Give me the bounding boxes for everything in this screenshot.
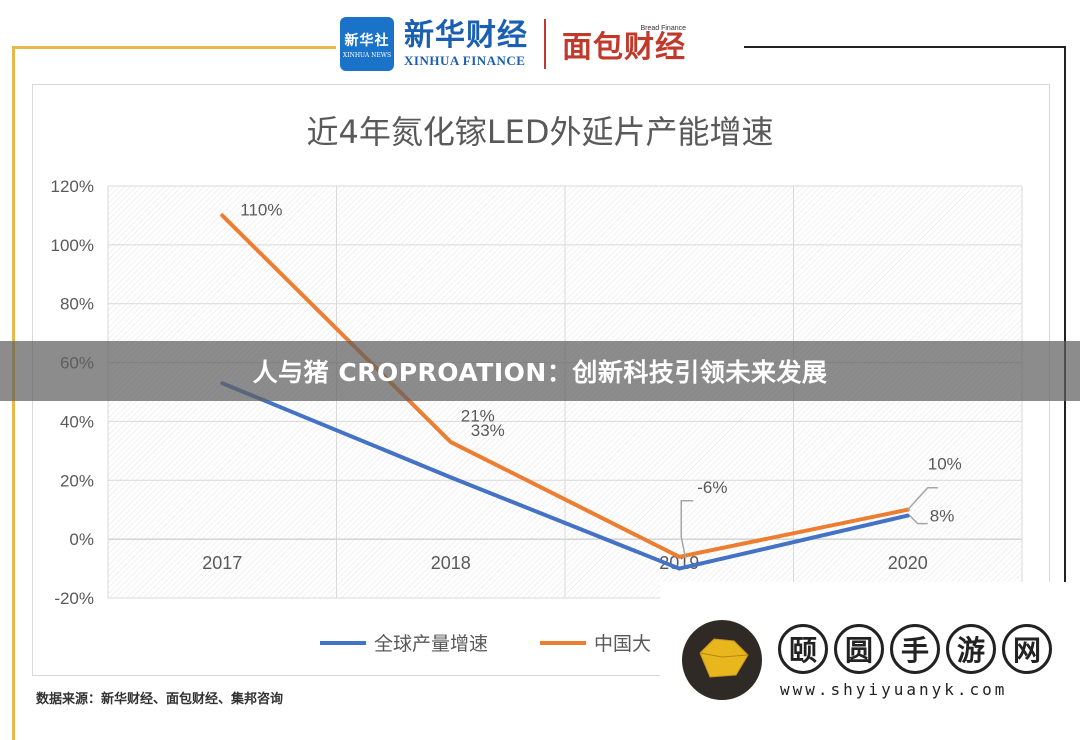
watermark-url: www.shyiyuanyk.com xyxy=(780,680,1008,699)
xinhua-finance-en: XINHUA FINANCE xyxy=(404,53,526,68)
frame-top-right-line xyxy=(744,46,1066,48)
watermark-char: 网 xyxy=(1002,624,1052,674)
banner-text: 人与猪 CROPROATION：创新科技引领未来发展 xyxy=(252,358,828,387)
y-tick-label: 120% xyxy=(51,177,94,196)
watermark-char: 圆 xyxy=(834,624,884,674)
y-tick-label: 0% xyxy=(69,530,94,549)
data-label: 33% xyxy=(471,421,505,440)
callout-leader-line xyxy=(680,500,694,557)
legend-label: 中国大 xyxy=(594,633,651,655)
x-tick-label: 2020 xyxy=(888,553,928,573)
data-label: 21% xyxy=(461,406,495,425)
site-watermark: 颐 圆 手 游 网 www.shyiyuanyk.com xyxy=(660,582,1080,740)
series-line xyxy=(220,381,910,571)
x-tick-label: 2017 xyxy=(202,553,242,573)
watermark-char: 手 xyxy=(890,624,940,674)
legend-label: 全球产量增速 xyxy=(374,633,488,655)
bread-finance-logo: Bread Finance 面包财经 xyxy=(562,25,686,64)
data-label: -6% xyxy=(697,478,727,497)
xinhua-news-logo: 新华社 XINHUA NEWS xyxy=(340,17,394,71)
xinhua-badge-title: 新华社 xyxy=(344,32,390,49)
y-tick-label: 100% xyxy=(51,236,94,255)
title-banner: 人与猪 CROPROATION：创新科技引领未来发展 xyxy=(0,341,1080,401)
xinhua-finance-logo: 新华财经 XINHUA FINANCE xyxy=(404,19,528,69)
chart-title: 近4年氮化镓LED外延片产能增速 xyxy=(306,113,774,151)
data-label: 8% xyxy=(930,507,955,526)
xinhua-badge-subtitle: XINHUA NEWS xyxy=(342,51,392,59)
data-label: 10% xyxy=(928,455,962,474)
x-tick-label: 2018 xyxy=(431,553,471,573)
series-line xyxy=(220,213,910,559)
logo-separator xyxy=(544,19,546,69)
frame-right-line xyxy=(1064,46,1066,586)
y-tick-label: 80% xyxy=(60,295,94,314)
xinhua-finance-cn: 新华财经 xyxy=(404,18,528,53)
bread-finance-cn: 面包财经 xyxy=(562,29,686,65)
callout-leader-line xyxy=(907,486,938,511)
y-tick-label: 20% xyxy=(60,471,94,490)
data-label: 110% xyxy=(240,200,282,219)
data-source-note: 数据来源：新华财经、面包财经、集邦咨询 xyxy=(36,692,284,707)
watermark-char: 颐 xyxy=(778,624,828,674)
bread-finance-en: Bread Finance xyxy=(640,24,686,32)
y-tick-label: 40% xyxy=(60,412,94,431)
frame-top-left-line xyxy=(12,46,336,49)
watermark-char: 游 xyxy=(946,624,996,674)
watermark-chars: 颐 圆 手 游 网 xyxy=(778,624,1052,674)
y-tick-label: -20% xyxy=(54,589,94,608)
callout-leader-line xyxy=(909,515,928,525)
diamond-logo-icon xyxy=(682,620,762,700)
header-logos: 新华社 XINHUA NEWS 新华财经 XINHUA FINANCE Brea… xyxy=(340,10,740,78)
